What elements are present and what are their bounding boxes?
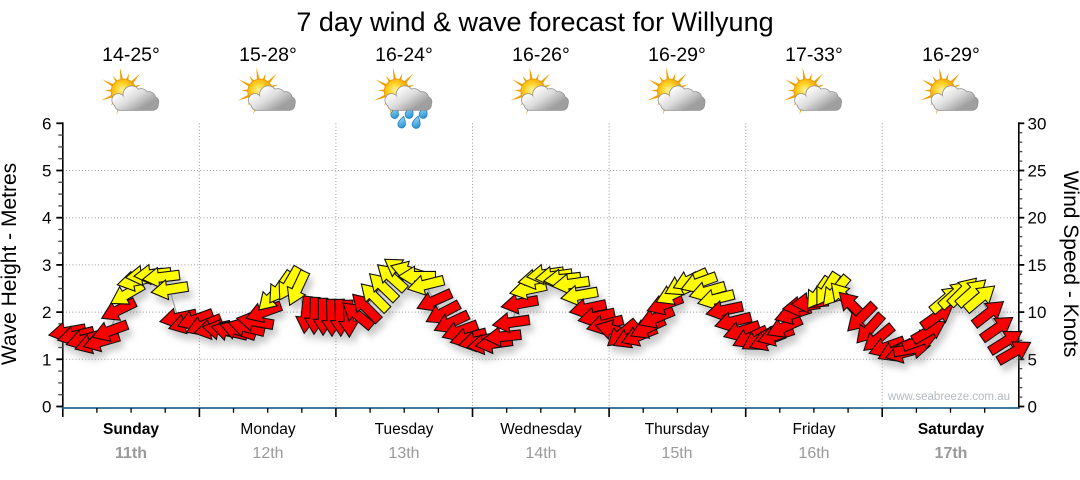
svg-text:15th: 15th <box>661 445 692 462</box>
svg-text:3: 3 <box>42 256 51 275</box>
svg-text:10: 10 <box>1028 303 1047 322</box>
svg-text:14-25°: 14-25° <box>102 44 160 66</box>
svg-text:7 day wind & wave forecast for: 7 day wind & wave forecast for Willyung <box>296 7 773 37</box>
svg-text:17-33°: 17-33° <box>785 44 843 66</box>
svg-text:Monday: Monday <box>240 421 295 438</box>
svg-text:1: 1 <box>42 350 51 369</box>
svg-text:0: 0 <box>42 398 51 417</box>
svg-text:12th: 12th <box>252 445 283 462</box>
svg-text:Wind Speed - Knots: Wind Speed - Knots <box>1059 171 1080 358</box>
svg-text:15-28°: 15-28° <box>239 44 297 66</box>
svg-text:Thursday: Thursday <box>645 421 710 438</box>
svg-text:16-29°: 16-29° <box>922 44 980 66</box>
svg-text:5: 5 <box>42 162 51 181</box>
svg-text:30: 30 <box>1028 114 1047 133</box>
svg-text:Wednesday: Wednesday <box>500 421 582 438</box>
svg-text:16th: 16th <box>798 445 829 462</box>
svg-text:0: 0 <box>1028 398 1037 417</box>
svg-text:17th: 17th <box>935 445 968 462</box>
svg-text:14th: 14th <box>525 445 556 462</box>
svg-text:2: 2 <box>42 303 51 322</box>
svg-text:13th: 13th <box>388 445 419 462</box>
svg-text:16-24°: 16-24° <box>375 44 433 66</box>
svg-text:Wave Height - Metres: Wave Height - Metres <box>0 163 21 365</box>
svg-text:Saturday: Saturday <box>918 421 985 438</box>
svg-text:4: 4 <box>42 209 51 228</box>
svg-text:Tuesday: Tuesday <box>375 421 434 438</box>
svg-text:Friday: Friday <box>792 421 835 438</box>
svg-text:www.seabreeze.com.au: www.seabreeze.com.au <box>887 391 1010 403</box>
svg-text:6: 6 <box>42 114 51 133</box>
svg-text:Sunday: Sunday <box>103 421 159 438</box>
svg-text:20: 20 <box>1028 209 1047 228</box>
svg-text:16-29°: 16-29° <box>648 44 706 66</box>
svg-text:5: 5 <box>1028 350 1037 369</box>
svg-text:16-26°: 16-26° <box>512 44 570 66</box>
svg-text:11th: 11th <box>115 445 147 462</box>
svg-text:25: 25 <box>1028 162 1047 181</box>
svg-text:15: 15 <box>1028 256 1047 275</box>
